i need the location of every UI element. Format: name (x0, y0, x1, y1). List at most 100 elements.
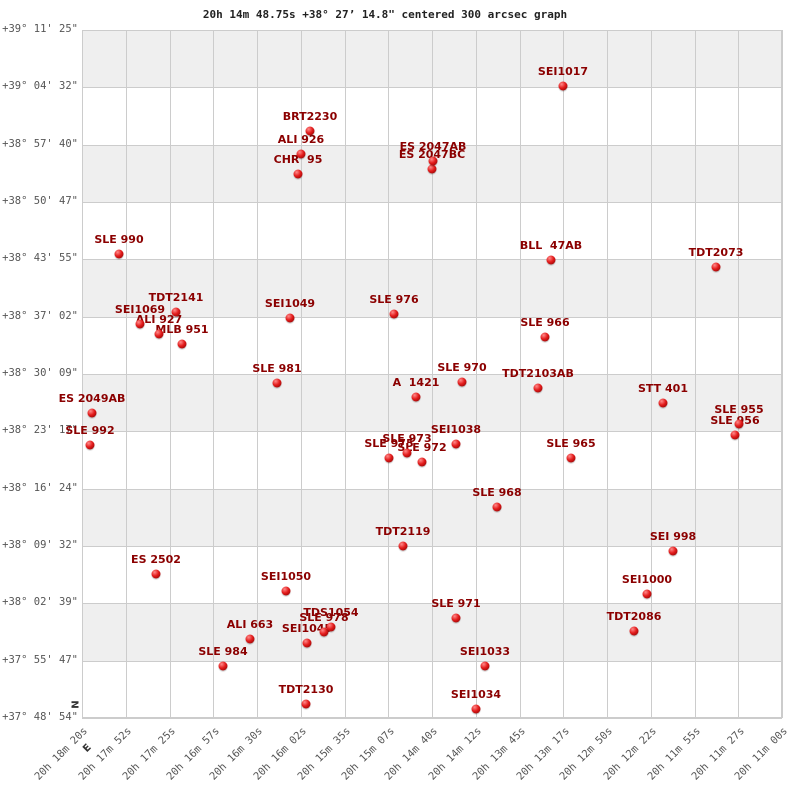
star-label: ES 2049AB (58, 392, 126, 405)
star-label: ES 2047AB (399, 140, 467, 153)
gridline-horizontal (82, 87, 782, 89)
y-tick-label: +39° 11' 25" (2, 23, 78, 35)
star-label: ALI 663 (226, 618, 274, 631)
star-point (114, 249, 124, 259)
gridline-horizontal (82, 30, 782, 31)
star-point (177, 339, 187, 349)
star-label: TDT2073 (688, 246, 744, 259)
star-point (305, 126, 315, 136)
y-tick-label: +38° 09' 32" (2, 539, 78, 551)
star-point (668, 546, 678, 556)
star-point (451, 439, 461, 449)
gridline-horizontal (82, 660, 782, 662)
star-point (566, 453, 576, 463)
star-point (427, 164, 437, 174)
star-label: SLE 971 (431, 597, 481, 610)
y-tick-label: +37° 55' 47" (2, 653, 78, 666)
y-tick-label: +38° 50' 47" (2, 195, 78, 207)
star-label: SLE 992 (65, 424, 115, 437)
star-point (711, 262, 721, 272)
star-point (301, 699, 311, 709)
star-label: TDT2103AB (502, 367, 574, 380)
star-point (135, 319, 145, 329)
y-tick-label: +38° 02' 39" (2, 596, 78, 609)
star-label: SEI1050 (260, 570, 312, 583)
gridline-horizontal (82, 718, 782, 719)
compass-east-mark: E (81, 742, 94, 755)
y-tick-label: +38° 43' 55" (2, 252, 78, 265)
y-tick-label: +38° 37' 02" (2, 309, 78, 322)
star-point (384, 453, 394, 463)
gridline-horizontal (82, 546, 782, 547)
star-point (451, 613, 461, 623)
star-point (540, 332, 550, 342)
star-point (171, 307, 181, 317)
gridline-horizontal (82, 202, 782, 203)
star-label: SLE 990 (94, 233, 144, 246)
y-tick-label: +38° 16' 24" (2, 481, 78, 494)
star-label: SLE 965 (546, 437, 596, 450)
star-point (398, 541, 408, 551)
star-label: SLE 981 (252, 362, 302, 375)
star-point (218, 661, 228, 671)
star-point (272, 378, 282, 388)
star-label: BRT2230 (282, 110, 338, 123)
star-point (533, 383, 543, 393)
compass-north-mark: N (68, 700, 80, 709)
star-label: SLE 968 (472, 486, 522, 499)
star-label: SEI1017 (537, 65, 589, 78)
star-point (293, 169, 303, 179)
star-label: SLE 972 (397, 441, 447, 454)
star-label: ALI 926 (277, 133, 325, 146)
gridline-horizontal (82, 259, 782, 261)
star-point (417, 457, 427, 467)
star-label: SLE 973 (382, 432, 432, 445)
star-point (389, 309, 399, 319)
star-label: TDT2086 (606, 610, 662, 623)
star-label: STT 401 (638, 382, 688, 395)
star-point (629, 626, 639, 636)
star-point (734, 419, 744, 429)
gridline-vertical (782, 30, 783, 718)
star-point (151, 569, 161, 579)
star-point (492, 502, 502, 512)
star-point (558, 81, 568, 91)
y-tick-label: +38° 30' 09" (2, 367, 78, 379)
star-label: SEI1033 (459, 645, 511, 658)
star-label: SLE 978 (299, 611, 349, 624)
star-label: TDT2141 (148, 291, 204, 304)
star-label: SEI1038 (430, 423, 482, 436)
gridline-horizontal (82, 144, 782, 146)
star-label: CHR 95 (273, 153, 323, 166)
star-point (281, 586, 291, 596)
star-point (319, 627, 329, 637)
star-label: SEI 998 (649, 530, 697, 543)
star-label: TDT2130 (278, 683, 334, 696)
y-tick-label: +38° 23' 17" (2, 424, 78, 437)
star-label: SLE 975 (364, 437, 414, 450)
star-point (480, 661, 490, 671)
star-label: SEI1069 (114, 303, 166, 316)
star-point (402, 448, 412, 458)
star-label: SLE 984 (198, 645, 248, 658)
star-label: SLE 955 (714, 403, 764, 416)
star-point (85, 440, 95, 450)
star-point (411, 392, 421, 402)
star-point (154, 329, 164, 339)
y-tick-label: +38° 57' 40" (2, 137, 78, 150)
star-point (658, 398, 668, 408)
star-point (87, 408, 97, 418)
star-point (245, 634, 255, 644)
star-label: TDS1054 (303, 606, 359, 619)
star-point (302, 638, 312, 648)
star-label: SEI1034 (450, 688, 502, 701)
star-label: SEI1000 (621, 573, 673, 586)
star-label: ES 2502 (131, 553, 181, 566)
gridline-horizontal (82, 316, 782, 318)
gridline-horizontal (82, 603, 782, 605)
star-point (457, 377, 467, 387)
star-point (326, 622, 336, 632)
star-label: SLE 970 (437, 361, 487, 374)
star-point (296, 149, 306, 159)
